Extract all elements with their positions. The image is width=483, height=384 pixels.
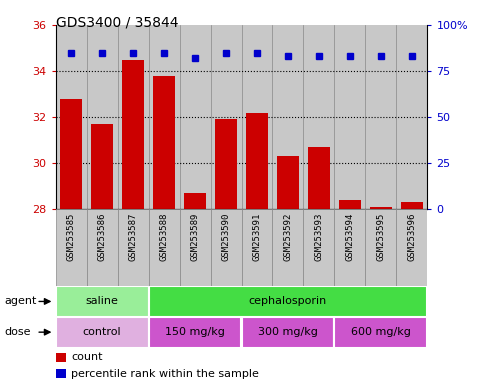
Text: GSM253594: GSM253594 — [345, 213, 355, 262]
Text: GSM253587: GSM253587 — [128, 213, 138, 262]
Text: GDS3400 / 35844: GDS3400 / 35844 — [56, 15, 178, 29]
Text: agent: agent — [5, 296, 37, 306]
Bar — [401, 202, 423, 209]
Bar — [339, 200, 361, 209]
Bar — [180, 25, 211, 209]
Bar — [242, 25, 272, 209]
Bar — [117, 25, 149, 209]
Bar — [397, 25, 427, 209]
Bar — [334, 317, 427, 348]
Bar — [117, 209, 149, 286]
Bar — [366, 25, 397, 209]
Bar — [272, 25, 303, 209]
Bar — [308, 147, 330, 209]
Bar — [149, 286, 427, 317]
Bar — [56, 25, 86, 209]
Text: percentile rank within the sample: percentile rank within the sample — [71, 369, 259, 379]
Bar — [246, 113, 268, 209]
Bar — [149, 209, 180, 286]
Bar — [366, 209, 397, 286]
Bar — [397, 209, 427, 286]
Text: control: control — [83, 327, 121, 337]
Text: GSM253593: GSM253593 — [314, 213, 324, 262]
Bar — [153, 76, 175, 209]
Bar — [370, 207, 392, 209]
Bar — [86, 209, 117, 286]
Text: cephalosporin: cephalosporin — [249, 296, 327, 306]
Bar — [56, 286, 149, 317]
Bar — [211, 209, 242, 286]
Bar — [272, 209, 303, 286]
Text: GSM253591: GSM253591 — [253, 213, 261, 262]
Bar — [242, 209, 272, 286]
Bar — [86, 25, 117, 209]
Bar — [334, 209, 366, 286]
Bar — [60, 99, 82, 209]
Text: GSM253596: GSM253596 — [408, 213, 416, 262]
Text: count: count — [71, 352, 102, 362]
Text: 150 mg/kg: 150 mg/kg — [165, 327, 225, 337]
Bar — [303, 25, 334, 209]
Bar — [149, 317, 242, 348]
Text: GSM253589: GSM253589 — [190, 213, 199, 262]
Text: GSM253595: GSM253595 — [376, 213, 385, 262]
Bar — [56, 209, 86, 286]
Bar — [303, 209, 334, 286]
Bar — [149, 25, 180, 209]
Bar — [211, 25, 242, 209]
Bar — [277, 156, 299, 209]
Bar — [91, 124, 113, 209]
Bar — [334, 25, 366, 209]
Text: 600 mg/kg: 600 mg/kg — [351, 327, 411, 337]
Bar — [184, 193, 206, 209]
Text: 300 mg/kg: 300 mg/kg — [258, 327, 318, 337]
Bar — [242, 317, 334, 348]
Bar — [215, 119, 237, 209]
Text: GSM253586: GSM253586 — [98, 213, 107, 262]
Bar — [180, 209, 211, 286]
Text: GSM253590: GSM253590 — [222, 213, 230, 262]
Bar — [56, 317, 149, 348]
Text: GSM253592: GSM253592 — [284, 213, 293, 262]
Text: saline: saline — [85, 296, 118, 306]
Text: dose: dose — [5, 327, 31, 337]
Text: GSM253588: GSM253588 — [159, 213, 169, 262]
Bar — [122, 60, 144, 209]
Text: GSM253585: GSM253585 — [67, 213, 75, 262]
